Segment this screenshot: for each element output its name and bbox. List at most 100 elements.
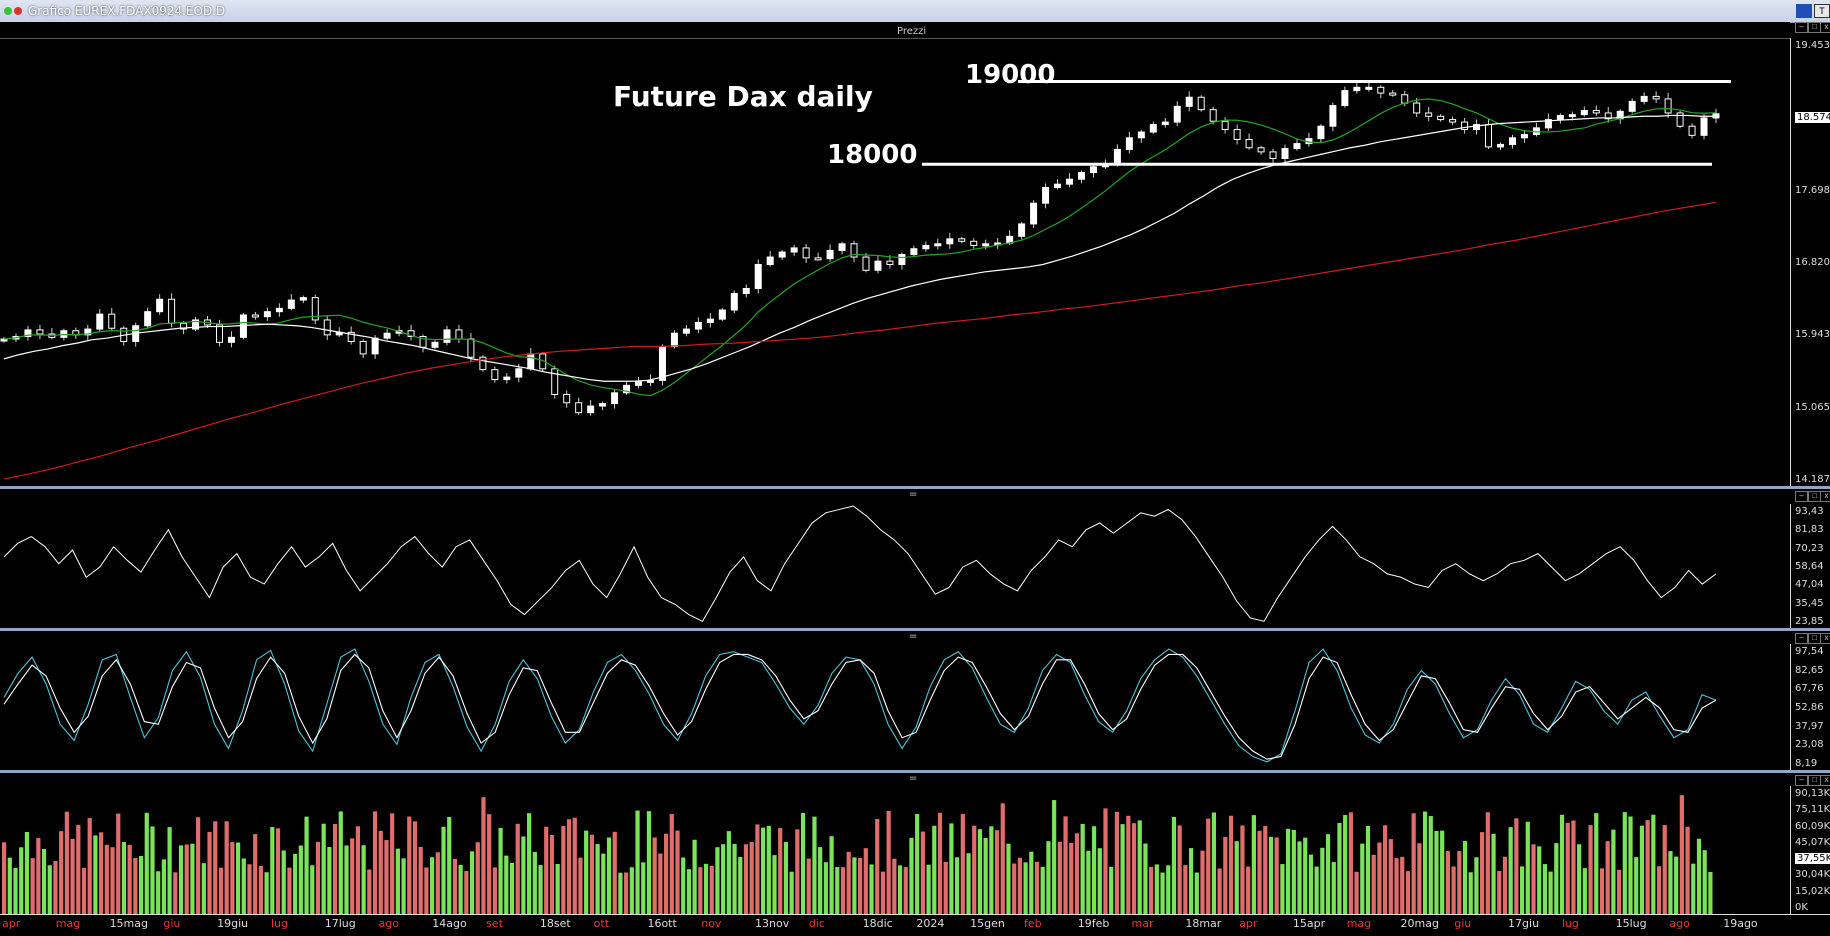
volume-bar (1046, 841, 1051, 914)
volume-bar (247, 864, 252, 914)
volume-bar (903, 866, 908, 914)
ind1-minimize-button[interactable]: – (1795, 491, 1808, 502)
volume-bar (350, 838, 355, 914)
price-close-button[interactable]: x (1820, 22, 1830, 33)
candle-body (168, 298, 176, 324)
x-tick-label: set (486, 917, 503, 930)
y-tick-label: 75,11K (1795, 804, 1830, 816)
volume-bar (555, 863, 560, 914)
y-tick-label: 23,85 (1795, 616, 1824, 627)
panel-separator (0, 628, 1830, 631)
candle-body (215, 324, 223, 343)
candle-body (431, 341, 439, 348)
volume-bar (1491, 833, 1496, 914)
window-menu-button[interactable] (1796, 4, 1812, 18)
close-dot-icon[interactable] (4, 7, 12, 15)
volume-bar (1206, 818, 1211, 914)
volume-bar (395, 848, 400, 914)
volume-bar (1411, 813, 1416, 914)
candle-body (503, 376, 511, 381)
candle-body (1209, 109, 1217, 122)
volume-bar (1480, 832, 1485, 914)
candle-body (1089, 166, 1097, 174)
volume-bar (70, 838, 75, 914)
volume-bar (595, 844, 600, 914)
panel-separator (0, 486, 1830, 489)
volume-bar (1000, 803, 1005, 914)
ind2-minimize-button[interactable]: – (1795, 633, 1808, 644)
volume-bar (110, 847, 115, 914)
price-panel-header: Prezzi (897, 26, 927, 37)
candle-body (635, 381, 643, 386)
volume-bar (960, 813, 965, 914)
volume-bar (812, 816, 817, 914)
x-axis (0, 914, 1830, 936)
volume-bar (235, 842, 241, 914)
volume-bar (1303, 837, 1308, 914)
candle-body (670, 332, 678, 347)
volume-bar (412, 821, 418, 914)
candle-body (910, 248, 918, 256)
volume-bar (230, 842, 235, 914)
ma-short-line (3, 98, 1717, 397)
vol-minimize-button[interactable]: – (1795, 775, 1808, 786)
volume-bar (1251, 815, 1256, 914)
y-tick-label: 37,55K (1795, 853, 1830, 865)
volume-bar (1188, 848, 1194, 914)
volume-bar (572, 817, 577, 914)
volume-bar (481, 797, 486, 914)
volume-bar (1582, 868, 1587, 914)
x-tick-label: 15gen (970, 917, 1005, 930)
volume-bar (1177, 825, 1182, 914)
volume-bar (1422, 811, 1428, 914)
volume-bar (1160, 872, 1165, 914)
candle-body (1353, 86, 1361, 92)
volume-bar (1388, 839, 1393, 914)
x-tick-label: nov (701, 917, 722, 930)
candle-body (1520, 133, 1528, 139)
y-tick-label: 45,07K (1795, 836, 1830, 848)
candle-body (443, 329, 451, 343)
candle-body (1066, 178, 1074, 185)
price-minimize-button[interactable]: – (1795, 22, 1808, 33)
volume-bar (618, 872, 623, 914)
candle-body (311, 297, 319, 321)
volume-bar (1457, 851, 1462, 914)
volume-bar (1394, 858, 1399, 914)
volume-bar (635, 810, 640, 914)
candle-body (1437, 115, 1445, 121)
volume-bar (7, 857, 12, 914)
x-tick-label: 17lug (324, 917, 356, 930)
volume-bar (1331, 862, 1336, 914)
volume-bar (943, 861, 948, 914)
volume-bar (1063, 816, 1068, 914)
ind1-close-button[interactable]: x (1820, 491, 1830, 502)
candle-body (623, 384, 631, 394)
volume-bar (852, 857, 857, 914)
volume-bar (1166, 865, 1171, 914)
volume-bar (783, 841, 789, 914)
candle-body (108, 313, 116, 329)
volume-bar (104, 844, 109, 914)
candle-body (24, 329, 32, 338)
volume-bar (1525, 821, 1530, 914)
stochastic-y-axis (1790, 644, 1830, 770)
x-tick-label: dic (808, 917, 825, 930)
volume-bar (1645, 820, 1650, 914)
volume-bar (1451, 866, 1456, 914)
volume-bar (469, 851, 475, 914)
candle-body (84, 328, 92, 336)
volume-bar (2, 842, 7, 914)
level-19000-label: 19000 (965, 60, 1056, 90)
volume-bar (1240, 825, 1245, 914)
ind2-close-button[interactable]: x (1820, 633, 1830, 644)
volume-bar (698, 867, 703, 914)
volume-bar (538, 865, 543, 914)
x-tick-label: 19feb (1077, 917, 1110, 930)
status-dot-icon (14, 7, 22, 15)
volume-bar (424, 867, 429, 914)
candle-body (754, 263, 762, 289)
vol-close-button[interactable]: x (1820, 775, 1830, 786)
volume-bar (1594, 813, 1599, 914)
y-tick-label: 19.453 (1795, 40, 1830, 51)
